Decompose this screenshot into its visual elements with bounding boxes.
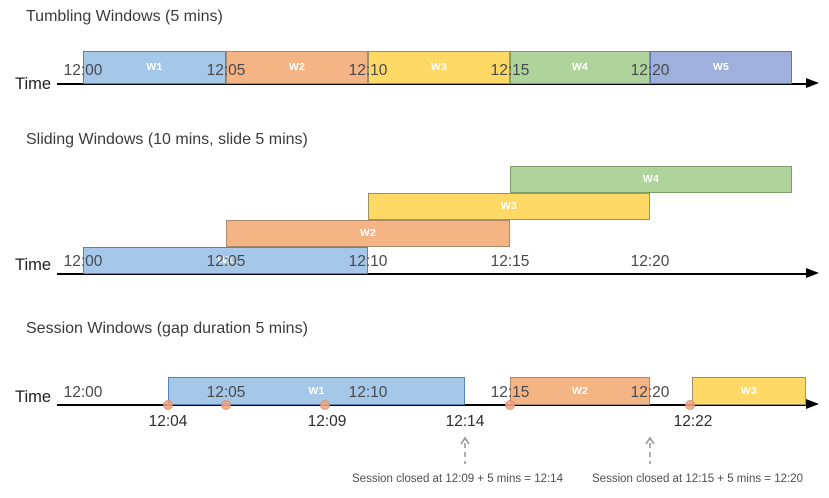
event-dot-icon [163, 400, 173, 410]
window-label: W4 [642, 173, 660, 186]
session-tick-12-15: 12:15 [490, 384, 530, 401]
window-label: W1 [146, 61, 163, 74]
session-tick-12-05: 12:05 [206, 384, 246, 401]
sliding-window-w4: W4 [510, 166, 792, 193]
sliding-time-axis-label: Time [15, 256, 52, 274]
event-time-12-09: 12:09 [307, 413, 347, 430]
event-dot-icon [685, 400, 695, 410]
window-label: W4 [571, 61, 589, 74]
section-title-tumbling: Tumbling Windows (5 mins) [26, 8, 223, 25]
window-label: W3 [430, 61, 448, 74]
event-dot-icon [505, 400, 515, 410]
tumbling-window-w2: W2 [226, 51, 368, 84]
section-title-session: Session Windows (gap duration 5 mins) [26, 320, 308, 337]
session-tick-12-20: 12:20 [630, 384, 670, 401]
session-window-w2: W2 [510, 377, 650, 405]
sliding-window-w2: W2 [226, 220, 510, 247]
session-window-w1: W1 [168, 377, 465, 405]
session-axis-arrowhead-icon [806, 399, 819, 409]
tumbling-window-w4: W4 [510, 51, 650, 84]
sliding-tick-12-15: 12:15 [490, 253, 530, 270]
session-tick-12-10: 12:10 [348, 384, 388, 401]
up-arrow-icon [643, 435, 657, 470]
tumbling-tick-12-15: 12:15 [490, 62, 530, 79]
tumbling-tick-12-20: 12:20 [630, 62, 670, 79]
sliding-axis-line [57, 273, 808, 275]
tumbling-axis-line [57, 83, 808, 85]
tumbling-window-w3: W3 [368, 51, 510, 84]
sliding-window-w1: W1 [83, 247, 368, 274]
section-title-sliding: Sliding Windows (10 mins, slide 5 mins) [26, 131, 308, 148]
event-time-12-22: 12:22 [673, 413, 713, 430]
window-label: W3 [740, 384, 758, 397]
tumbling-window-w1: W1 [83, 51, 226, 84]
window-label: W2 [288, 61, 306, 74]
up-arrow-icon [458, 435, 472, 470]
annotation-session-2-closed: Session closed at 12:15 + 5 mins = 12:20 [592, 473, 803, 485]
session-axis-line [57, 404, 808, 406]
window-label: W2 [359, 227, 377, 240]
window-label: W1 [217, 254, 234, 267]
event-time-12-14: 12:14 [445, 413, 485, 430]
tumbling-time-axis-label: Time [15, 75, 52, 93]
tumbling-tick-12-00: 12:00 [63, 62, 103, 79]
tumbling-axis-arrowhead-icon [806, 78, 819, 88]
session-window-w3: W3 [692, 377, 806, 405]
tumbling-window-w5: W5 [650, 51, 792, 84]
sliding-axis-arrowhead-icon [806, 268, 819, 278]
window-label: W1 [308, 384, 325, 397]
event-time-12-04: 12:04 [148, 413, 188, 430]
tumbling-tick-12-10: 12:10 [348, 62, 388, 79]
session-tick-12-00: 12:00 [63, 384, 103, 401]
session-time-axis-label: Time [15, 388, 52, 406]
event-dot-icon [221, 400, 231, 410]
tumbling-tick-12-05: 12:05 [206, 62, 246, 79]
sliding-tick-12-05: 12:05 [206, 253, 246, 270]
annotation-session-1-closed: Session closed at 12:09 + 5 mins = 12:14 [352, 473, 563, 485]
window-label: W5 [712, 61, 730, 74]
sliding-tick-12-10: 12:10 [348, 253, 388, 270]
window-label: W2 [571, 384, 589, 397]
sliding-tick-12-00: 12:00 [63, 253, 103, 270]
sliding-tick-12-20: 12:20 [630, 253, 670, 270]
event-dot-icon [320, 400, 330, 410]
window-label: W3 [500, 200, 518, 213]
sliding-window-w3: W3 [368, 193, 650, 220]
